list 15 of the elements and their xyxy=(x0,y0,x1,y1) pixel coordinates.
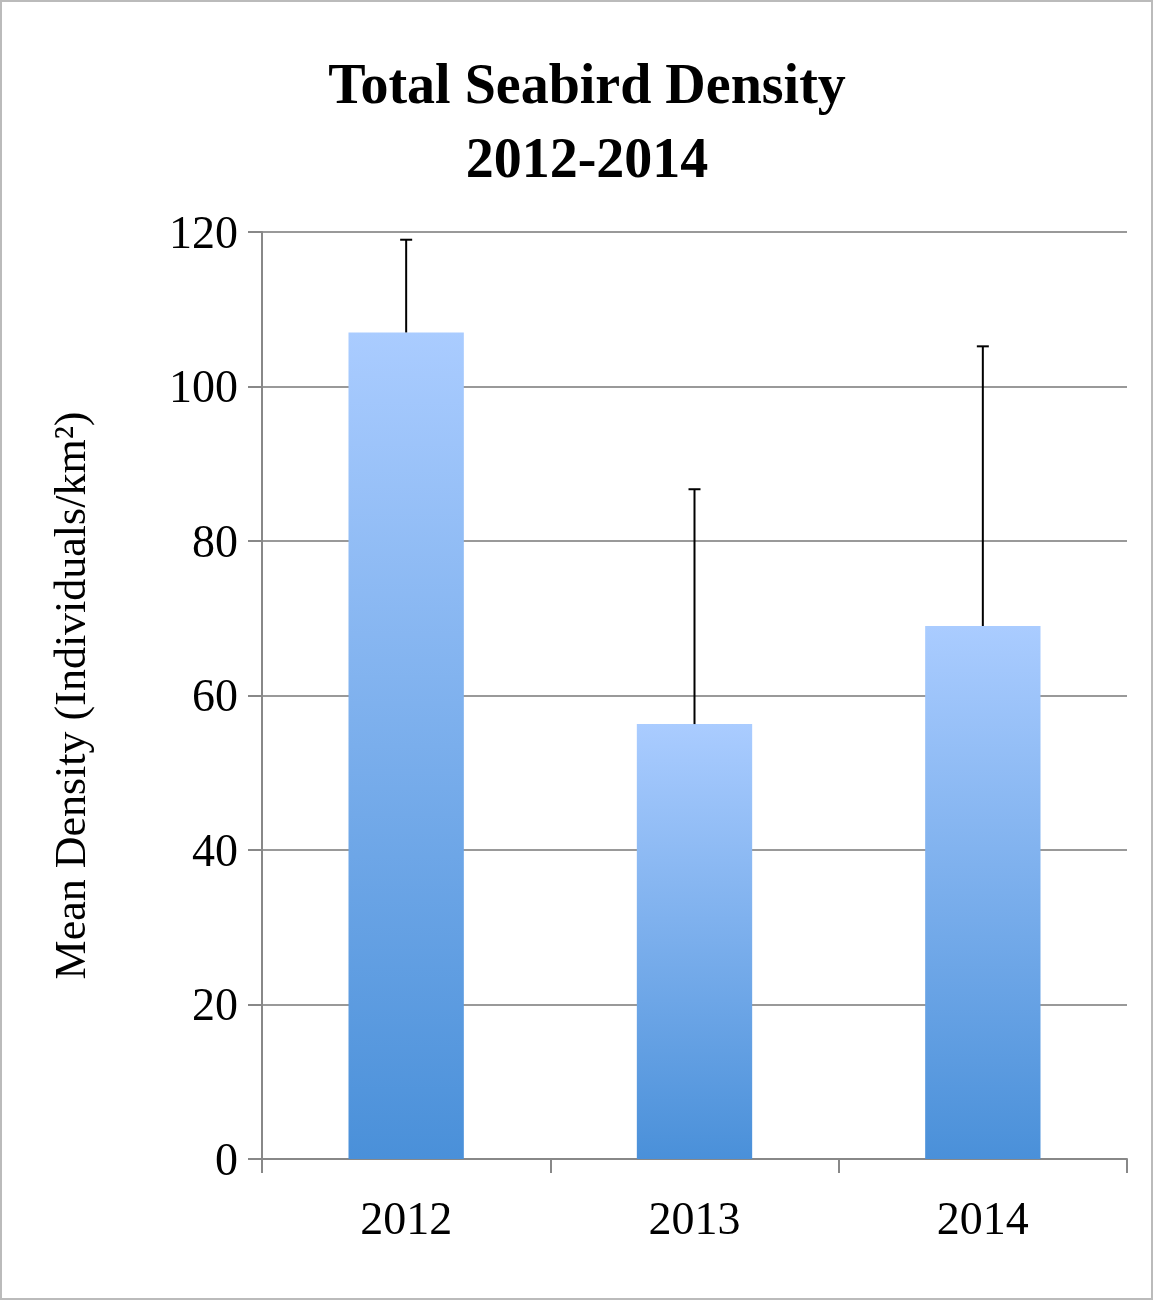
y-tick-label: 0 xyxy=(215,1133,238,1185)
y-tick-label: 120 xyxy=(169,206,238,258)
bar xyxy=(636,724,753,1159)
y-tick-label: 80 xyxy=(192,515,238,567)
chart-title: Total Seabird Density 2012-2014 xyxy=(328,53,846,189)
y-tick-label: 40 xyxy=(192,824,238,876)
x-tick-label: 2013 xyxy=(648,1192,741,1244)
y-tick-label: 20 xyxy=(192,979,238,1030)
bar xyxy=(925,625,1041,1159)
x-tick-label: 2012 xyxy=(360,1192,453,1244)
y-tick-label: 100 xyxy=(169,361,238,412)
y-tick-label: 60 xyxy=(192,670,238,721)
bar xyxy=(348,332,464,1159)
x-tick-label: 2014 xyxy=(936,1192,1029,1244)
y-axis-title: Mean Density (Individuals/km²) xyxy=(45,411,95,980)
